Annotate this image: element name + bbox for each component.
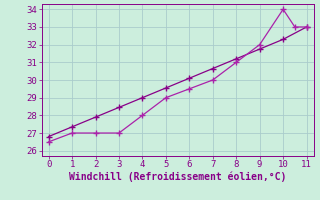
X-axis label: Windchill (Refroidissement éolien,°C): Windchill (Refroidissement éolien,°C) [69,172,286,182]
